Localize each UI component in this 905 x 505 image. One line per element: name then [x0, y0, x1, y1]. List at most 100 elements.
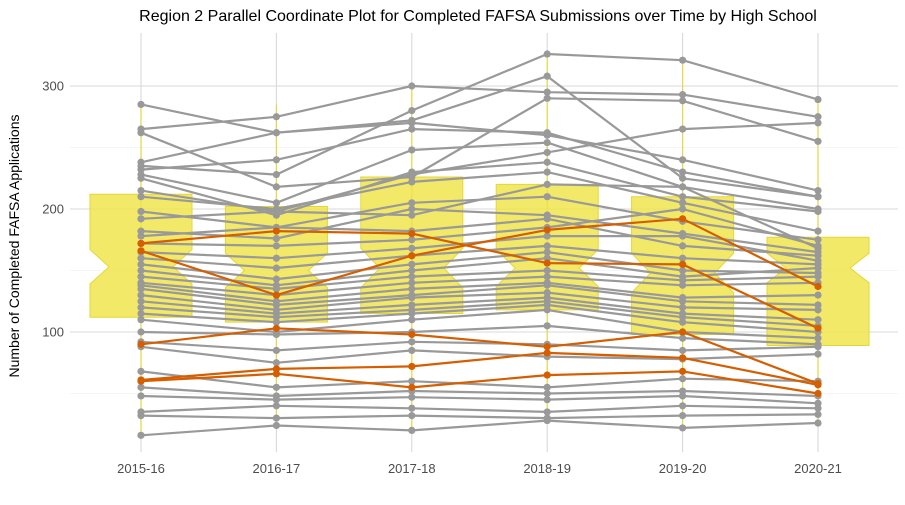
school-series-point: [137, 303, 145, 311]
school-series-point: [137, 207, 145, 216]
highlighted-school-series-line: [140, 217, 819, 297]
school-series-line: [140, 183, 819, 250]
school-series-point: [137, 215, 145, 223]
highlighted-school-series-point: [408, 330, 416, 339]
school-series-point: [814, 252, 822, 260]
school-series-point: [272, 313, 280, 321]
school-series-point: [272, 234, 280, 243]
school-series-point: [679, 392, 687, 400]
school-series-point: [137, 297, 145, 305]
x-tick-label: 2016-17: [253, 461, 301, 476]
school-series-line: [140, 296, 819, 321]
school-series-point: [814, 137, 822, 145]
school-series-point: [814, 242, 822, 250]
school-series-point: [679, 387, 687, 395]
school-series-point: [408, 273, 416, 281]
school-series-point: [408, 107, 416, 115]
school-series-point: [814, 186, 822, 195]
school-series-point: [408, 260, 416, 268]
school-series-point: [408, 285, 416, 293]
school-series-point: [543, 88, 551, 96]
school-series-point: [679, 125, 687, 133]
school-series-point: [543, 389, 551, 398]
highlighted-school-series-point: [272, 370, 280, 378]
school-series-point: [137, 392, 145, 400]
school-series-point: [137, 431, 145, 439]
school-series-point: [408, 404, 416, 412]
school-series-point: [814, 291, 822, 299]
highlighted-school-series-point: [543, 343, 551, 351]
school-series-line: [140, 275, 819, 297]
school-series-point: [272, 207, 280, 216]
x-tick-label: 2015-16: [117, 461, 165, 476]
school-series-point: [137, 100, 145, 109]
school-series-point: [679, 254, 687, 262]
school-series-point: [272, 383, 280, 391]
school-series-point: [679, 313, 687, 321]
school-series-line: [140, 207, 819, 247]
school-series-point: [137, 285, 145, 293]
highlighted-school-series-point: [814, 282, 822, 291]
school-series-point: [137, 193, 145, 201]
school-series-point: [272, 318, 280, 326]
school-series-point: [679, 346, 687, 355]
school-series-point: [543, 232, 551, 240]
chart-title: Region 2 Parallel Coordinate Plot for Co…: [139, 8, 817, 25]
highlighted-school-series-line: [140, 351, 819, 386]
school-series-point: [543, 138, 551, 147]
school-series-point: [408, 377, 416, 385]
school-series-point: [408, 293, 416, 302]
highlighted-school-series-line: [140, 370, 819, 395]
school-series-point: [679, 156, 687, 164]
school-series-point: [408, 393, 416, 401]
school-series-point: [543, 416, 551, 425]
school-series-line: [140, 207, 819, 254]
school-series-point: [543, 94, 551, 102]
school-series-point: [543, 158, 551, 166]
school-series-point: [543, 180, 551, 188]
school-series-point: [408, 211, 416, 219]
school-series-point: [814, 193, 822, 201]
school-series-point: [272, 183, 280, 191]
y-tick-label: 100: [42, 325, 64, 340]
school-series-point: [814, 273, 822, 281]
school-series-line: [140, 52, 819, 176]
school-series-line: [140, 413, 819, 420]
school-series-point: [679, 97, 687, 105]
highlighted-school-series-point: [137, 247, 145, 255]
school-series-point: [679, 266, 687, 275]
school-series-point: [679, 199, 687, 207]
school-series-point: [272, 113, 280, 121]
school-series-line: [140, 141, 819, 211]
school-series-point: [679, 402, 687, 410]
x-axis-ticks: 2015-16 2016-17 2017-18 2018-19 2019-20 2020-…: [117, 461, 842, 476]
x-tick-label: 2020-21: [794, 461, 842, 476]
school-series-point: [408, 412, 416, 420]
school-series-point: [137, 227, 145, 235]
school-series-point: [408, 309, 416, 318]
school-series-point: [814, 404, 822, 412]
school-series-point: [272, 242, 280, 250]
school-series-point: [679, 297, 687, 305]
school-series-point: [408, 244, 416, 252]
school-series-point: [679, 318, 687, 326]
school-series-point: [679, 303, 687, 311]
highlighted-school-series-point: [543, 259, 551, 267]
y-axis-ticks: 100 200 300: [42, 79, 64, 340]
school-series-point: [814, 306, 822, 314]
highlighted-school-series-point: [814, 389, 822, 398]
school-series-point: [543, 168, 551, 176]
school-series-point: [814, 316, 822, 324]
highlighted-school-series-point: [543, 349, 551, 357]
school-series-point: [272, 330, 280, 339]
school-series-point: [272, 346, 280, 355]
school-series-point: [137, 166, 145, 174]
series-lines: [137, 50, 822, 439]
school-series-point: [679, 56, 687, 64]
school-series-point: [408, 426, 416, 434]
highlighted-school-series-point: [408, 252, 416, 260]
school-series-point: [814, 207, 822, 216]
school-series-point: [814, 419, 822, 427]
school-series-point: [137, 367, 145, 375]
